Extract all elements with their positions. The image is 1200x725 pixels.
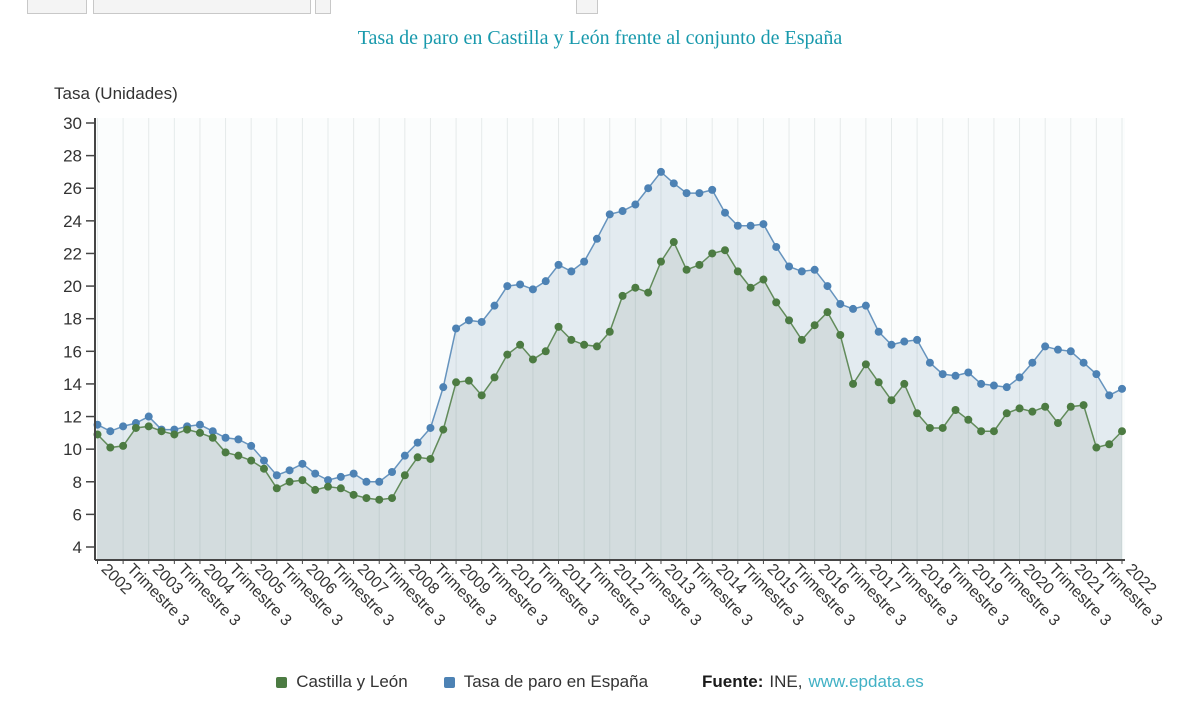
legend-label-espana: Tasa de paro en España — [463, 672, 649, 691]
points-espana[interactable] — [93, 167, 1127, 486]
cropped-control-4[interactable] — [576, 0, 598, 14]
y-axis-labels: 4 6 8 10 12 14 16 18 20 22 24 26 28 30 — [63, 114, 95, 557]
svg-text:22: 22 — [63, 244, 82, 263]
vertical-gridlines — [97, 118, 1123, 560]
legend: Castilla y León Tasa de paro en España F… — [0, 672, 1200, 692]
area-castilla — [97, 242, 1122, 561]
source-label: Fuente: — [702, 672, 764, 691]
source-attribution: Fuente: INE, www.epdata.es — [702, 672, 924, 692]
svg-text:16: 16 — [63, 342, 82, 361]
svg-text:8: 8 — [73, 473, 82, 492]
svg-text:18: 18 — [63, 310, 82, 329]
legend-item-espana[interactable]: Tasa de paro en España — [443, 672, 649, 692]
svg-text:12: 12 — [63, 408, 82, 427]
y-axis-title: Tasa (Unidades) — [54, 84, 178, 103]
legend-label-castilla: Castilla y León — [296, 672, 408, 691]
legend-swatch-castilla-icon — [276, 676, 288, 688]
svg-text:14: 14 — [63, 375, 82, 394]
svg-text:10: 10 — [63, 440, 82, 459]
legend-item-castilla[interactable]: Castilla y León — [276, 672, 408, 692]
svg-text:28: 28 — [63, 147, 82, 166]
cropped-control-2[interactable] — [93, 0, 311, 14]
cropped-control-3[interactable] — [315, 0, 331, 14]
svg-text:26: 26 — [63, 179, 82, 198]
svg-text:30: 30 — [63, 114, 82, 133]
legend-swatch-espana-icon — [443, 676, 455, 688]
points-castilla[interactable] — [93, 238, 1127, 504]
epdata-link[interactable]: www.epdata.es — [808, 672, 924, 691]
cropped-control-1[interactable] — [27, 0, 87, 14]
svg-text:4: 4 — [73, 538, 82, 557]
svg-text:6: 6 — [73, 505, 82, 524]
chart-title: Tasa de paro en Castilla y León frente a… — [357, 27, 843, 49]
area-espana — [97, 171, 1122, 560]
svg-text:20: 20 — [63, 277, 82, 296]
svg-text:24: 24 — [63, 212, 82, 231]
source-agency: INE, — [769, 672, 803, 691]
